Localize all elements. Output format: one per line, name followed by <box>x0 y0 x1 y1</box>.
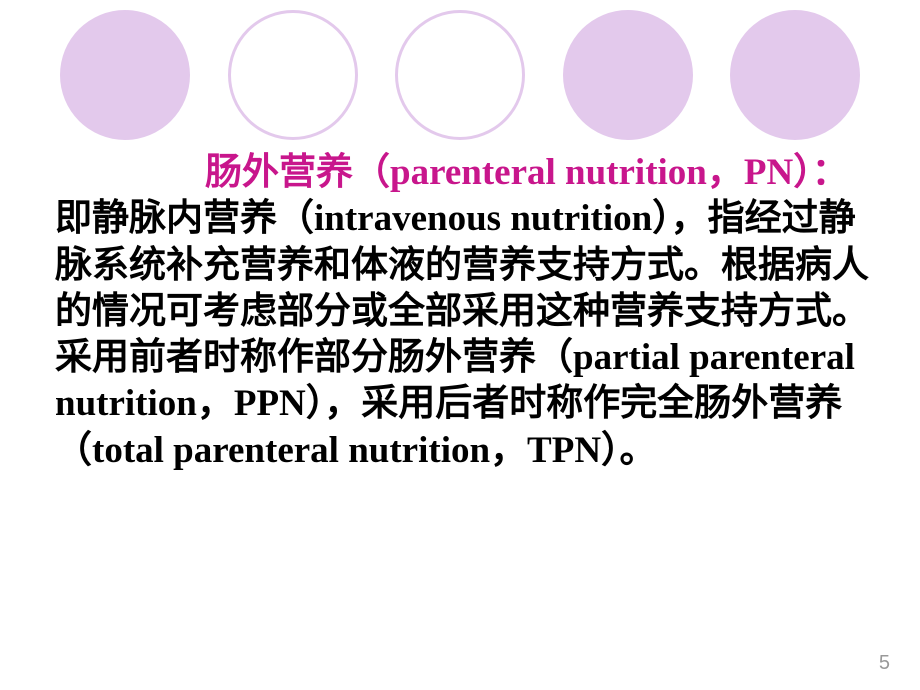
circle-decoration <box>563 10 693 140</box>
page-number: 5 <box>879 652 890 675</box>
slide-body-text: 即静脉内营养（intravenous nutrition），指经过静脉系统补充营… <box>55 198 869 470</box>
circle-decoration <box>730 10 860 140</box>
decorative-circles-row <box>0 10 920 140</box>
slide-content: 肠外营养（parenteral nutrition，PN）： 即静脉内营养（int… <box>55 150 885 474</box>
circle-decoration <box>228 10 358 140</box>
circle-decoration <box>395 10 525 140</box>
circle-decoration <box>60 10 190 140</box>
slide-title-term: 肠外营养（parenteral nutrition，PN）： <box>205 152 849 193</box>
